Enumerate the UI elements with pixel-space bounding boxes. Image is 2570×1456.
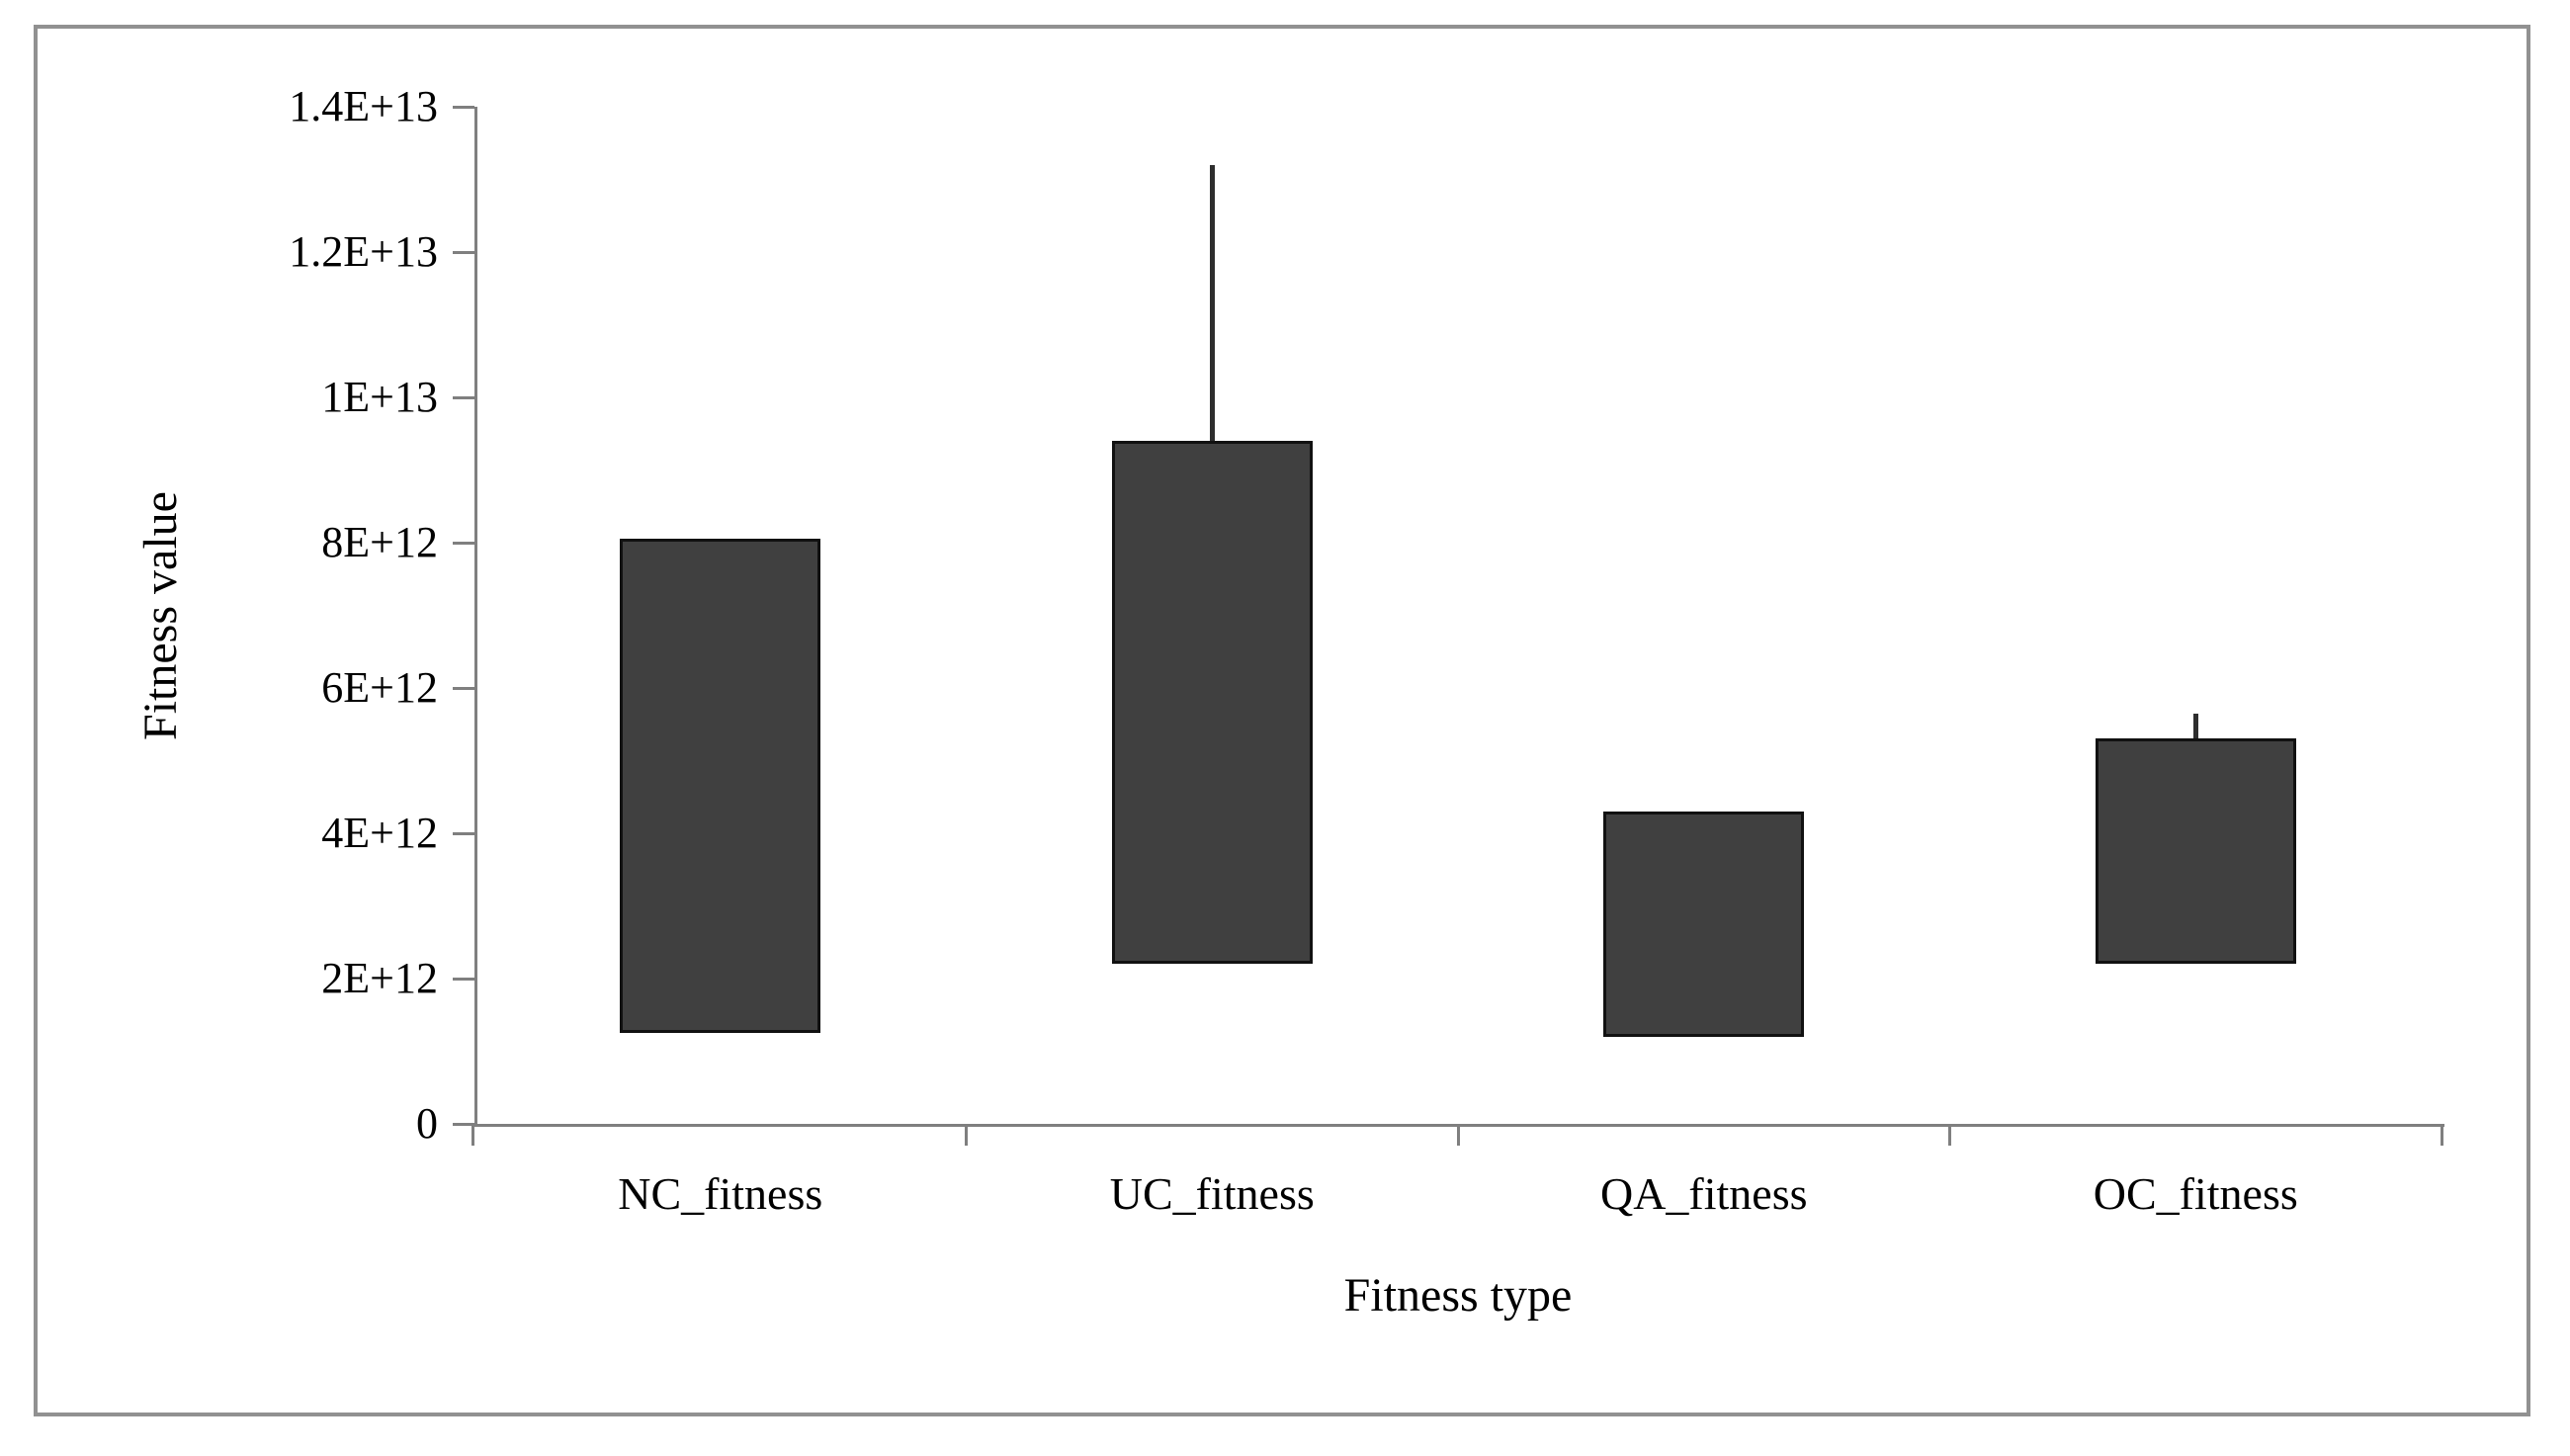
y-tick-mark-3: [453, 686, 474, 690]
bar-oc-fitness: [2095, 738, 2296, 965]
bar-nc-fitness: [620, 539, 821, 1034]
bar-uc-fitness: [1111, 441, 1313, 965]
y-tick-mark-7: [453, 105, 474, 109]
y-tick-mark-6: [453, 250, 474, 254]
x-category-label-qa-fitness: QA_fitness: [1599, 1168, 1808, 1219]
y-tick-label-5: 1E+13: [321, 373, 438, 421]
x-axis-title: Fitness type: [1343, 1269, 1573, 1322]
y-tick-mark-2: [453, 831, 474, 835]
error-whisker-uc-fitness: [1209, 164, 1215, 442]
y-tick-label-0: 0: [416, 1099, 438, 1148]
y-tick-label-6: 1.2E+13: [289, 227, 438, 276]
y-tick-mark-1: [453, 977, 474, 981]
bar-qa-fitness: [1603, 811, 1805, 1037]
x-tick-mark-2: [1456, 1124, 1460, 1146]
x-tick-mark-3: [1948, 1124, 1951, 1146]
x-tick-mark-0: [471, 1124, 474, 1146]
y-tick-label-3: 6E+12: [321, 663, 438, 712]
plot-area: [474, 107, 2444, 1127]
y-tick-mark-4: [453, 541, 474, 545]
x-tick-mark-1: [965, 1124, 968, 1146]
x-category-label-oc-fitness: OC_fitness: [2093, 1168, 2298, 1219]
error-whisker-oc-fitness: [2192, 713, 2198, 739]
y-axis-title: Fitness value: [134, 491, 187, 740]
y-tick-mark-0: [453, 1122, 474, 1126]
x-tick-mark-4: [2440, 1124, 2443, 1146]
y-tick-label-1: 2E+12: [321, 954, 438, 1002]
y-tick-mark-5: [453, 395, 474, 399]
x-category-label-uc-fitness: UC_fitness: [1109, 1168, 1315, 1219]
y-tick-label-2: 4E+12: [321, 809, 438, 857]
x-category-label-nc-fitness: NC_fitness: [618, 1168, 823, 1219]
y-tick-label-7: 1.4E+13: [289, 82, 438, 130]
y-tick-label-4: 8E+12: [321, 518, 438, 566]
